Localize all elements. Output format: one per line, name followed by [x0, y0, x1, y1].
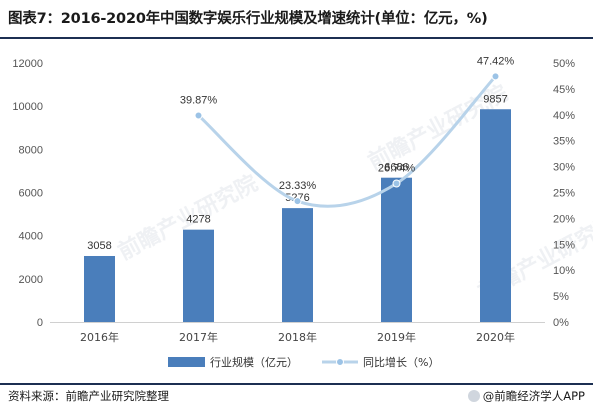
right-tick-label: 5% — [553, 291, 569, 303]
left-tick-label: 10000 — [12, 101, 43, 113]
left-axis: 0 2000 4000 6000 8000 10000 12000 — [12, 58, 43, 329]
bar — [84, 255, 115, 322]
bar-value-label: 9857 — [483, 93, 507, 105]
x-tick-label: 2016年 — [80, 330, 119, 344]
right-tick-label: 10% — [553, 265, 575, 277]
source-note: 资料来源：前瞻产业研究院整理 — [8, 389, 169, 403]
right-tick-label: 45% — [553, 84, 575, 96]
x-tick-label: 2020年 — [476, 330, 515, 344]
growth-point — [392, 179, 401, 188]
left-tick-label: 6000 — [19, 188, 43, 200]
right-tick-label: 20% — [553, 213, 575, 225]
bar — [183, 229, 214, 322]
brand-credit: @前瞻经济学人APP — [467, 388, 585, 404]
bar-value-label: 3058 — [87, 240, 111, 252]
bar-series — [84, 109, 511, 322]
legend-bar-label: 行业规模（亿元） — [210, 355, 298, 369]
footer-divider — [0, 383, 593, 385]
bar — [381, 177, 412, 322]
right-tick-label: 35% — [553, 136, 575, 148]
right-tick-label: 50% — [553, 58, 575, 70]
growth-value-label: 39.87% — [180, 94, 218, 106]
x-tick-label: 2019年 — [377, 330, 416, 344]
x-tick-label: 2018年 — [278, 330, 317, 344]
right-axis: 0% 5% 10% 15% 20% 25% 30% 35% 40% 45% 50% — [553, 58, 575, 329]
bar-value-label: 4278 — [186, 214, 210, 226]
growth-point — [194, 111, 203, 120]
left-tick-label: 4000 — [19, 231, 43, 243]
x-tick-label: 2017年 — [179, 330, 218, 344]
left-tick-label: 8000 — [19, 144, 43, 156]
chart-title: 图表7：2016-2020年中国数字娱乐行业规模及增速统计(单位：亿元，%) — [8, 11, 488, 27]
brand-text: @前瞻经济学人APP — [482, 389, 585, 403]
legend-line-marker — [336, 358, 344, 366]
title-divider — [0, 37, 593, 39]
growth-point — [491, 72, 500, 81]
brand-logo-icon — [467, 390, 480, 402]
growth-point — [293, 197, 302, 206]
x-axis: 2016年 2017年 2018年 2019年 2020年 — [50, 322, 545, 344]
bar — [282, 208, 313, 322]
left-tick-label: 0 — [37, 317, 43, 329]
legend-line-label: 同比增长（%） — [363, 355, 439, 369]
growth-line — [197, 74, 497, 208]
left-tick-label: 12000 — [12, 58, 43, 70]
right-tick-label: 15% — [553, 239, 575, 251]
left-tick-label: 2000 — [19, 274, 43, 286]
growth-line-series — [194, 72, 500, 208]
right-tick-label: 30% — [553, 162, 575, 174]
legend-bar-swatch — [168, 357, 205, 367]
bar-value-label: 6686 — [384, 162, 408, 174]
right-tick-label: 25% — [553, 188, 575, 200]
right-tick-label: 0% — [553, 317, 569, 329]
bar — [480, 109, 511, 322]
legend: 行业规模（亿元） 同比增长（%） — [168, 355, 439, 369]
growth-value-label: 26.74% — [378, 162, 416, 174]
growth-value-label: 23.33% — [279, 180, 317, 192]
right-tick-label: 40% — [553, 110, 575, 122]
growth-value-label: 47.42% — [477, 55, 515, 67]
growth-value-labels: 39.87% 23.33% 26.74% 47.42% — [180, 55, 515, 192]
